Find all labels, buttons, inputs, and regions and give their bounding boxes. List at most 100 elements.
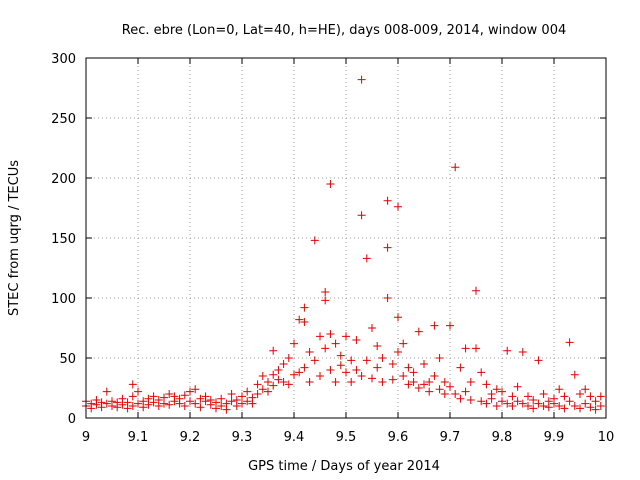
data-point [102, 387, 111, 396]
data-point [310, 356, 319, 365]
data-point [591, 397, 600, 406]
data-point [258, 385, 267, 394]
data-point [368, 324, 376, 332]
data-point [170, 392, 179, 401]
data-point [477, 368, 486, 377]
data-point [373, 342, 382, 350]
data-point [253, 380, 262, 389]
data-point [295, 368, 304, 377]
data-point [269, 370, 278, 379]
data-point [196, 394, 205, 403]
data-point [383, 196, 392, 205]
data-point [492, 402, 501, 410]
data-point [113, 398, 122, 407]
data-point [414, 327, 423, 336]
data-point [180, 391, 189, 400]
data-point [451, 163, 460, 172]
data-point [165, 390, 174, 398]
data-point [518, 399, 527, 408]
x-axis-label: GPS time / Days of year 2014 [248, 459, 440, 474]
data-point [206, 396, 215, 404]
data-point [498, 387, 506, 396]
data-point [232, 396, 241, 404]
data-point [191, 399, 200, 408]
data-point [539, 390, 548, 398]
data-point [555, 402, 564, 410]
y-tick-label: 300 [51, 52, 76, 67]
data-point [498, 397, 506, 406]
data-point [591, 405, 600, 414]
data-point [264, 387, 272, 396]
plot-frame [85, 57, 607, 419]
data-point [253, 390, 262, 398]
y-tick-label: 50 [59, 352, 76, 367]
y-tick-label: 150 [51, 232, 76, 247]
data-point [576, 404, 584, 413]
data-point [279, 360, 288, 368]
data-point [368, 374, 376, 383]
data-points [82, 75, 605, 414]
data-point [186, 387, 194, 396]
x-tick-label: 9.4 [284, 430, 305, 445]
data-point [118, 400, 127, 409]
data-point [544, 403, 553, 412]
data-point [362, 254, 371, 263]
data-point [357, 211, 366, 220]
data-point [477, 397, 486, 406]
data-point [435, 385, 444, 394]
data-point [430, 321, 439, 330]
data-point [180, 402, 189, 410]
data-point [487, 394, 496, 403]
data-point [586, 392, 595, 401]
data-point [326, 180, 335, 188]
data-point [388, 375, 397, 384]
data-point [404, 380, 413, 389]
grid-lines [86, 58, 606, 418]
x-tick-label: 9.7 [440, 430, 461, 445]
data-point [316, 372, 324, 380]
data-point [144, 400, 153, 409]
data-point [518, 348, 527, 356]
data-point [420, 380, 428, 389]
data-point [383, 294, 392, 302]
data-point [435, 354, 444, 362]
data-point [165, 400, 174, 409]
data-point [342, 332, 350, 341]
data-point [472, 286, 480, 295]
data-point [596, 402, 605, 410]
data-point [243, 387, 252, 396]
data-point [399, 372, 408, 380]
data-point [108, 397, 116, 406]
data-point [336, 351, 345, 360]
data-point [394, 202, 402, 211]
data-point [404, 363, 413, 372]
data-point [586, 403, 595, 412]
data-point [482, 399, 491, 408]
data-point [565, 338, 574, 347]
x-tick-label: 9.6 [388, 430, 409, 445]
data-point [513, 397, 522, 406]
y-tick-label: 0 [68, 412, 76, 427]
data-point [238, 399, 246, 408]
data-point [451, 390, 460, 398]
data-point [513, 382, 522, 391]
data-point [321, 288, 330, 296]
chart-title: Rec. ebre (Lon=0, Lat=40, h=HE), days 00… [122, 23, 566, 38]
data-point [425, 387, 434, 396]
data-point [342, 368, 350, 377]
y-tick-label: 100 [51, 292, 76, 307]
data-point [269, 381, 278, 390]
data-point [196, 403, 205, 412]
x-tick-label: 9.9 [544, 430, 565, 445]
data-point [102, 399, 111, 408]
data-point [92, 400, 101, 409]
data-point [352, 366, 361, 374]
data-point [300, 318, 309, 326]
data-point [425, 378, 434, 386]
data-point [128, 392, 137, 401]
data-point [394, 313, 402, 322]
data-point [508, 402, 517, 410]
x-tick-label: 9.1 [128, 430, 149, 445]
data-point [191, 385, 200, 394]
data-point [378, 378, 387, 386]
